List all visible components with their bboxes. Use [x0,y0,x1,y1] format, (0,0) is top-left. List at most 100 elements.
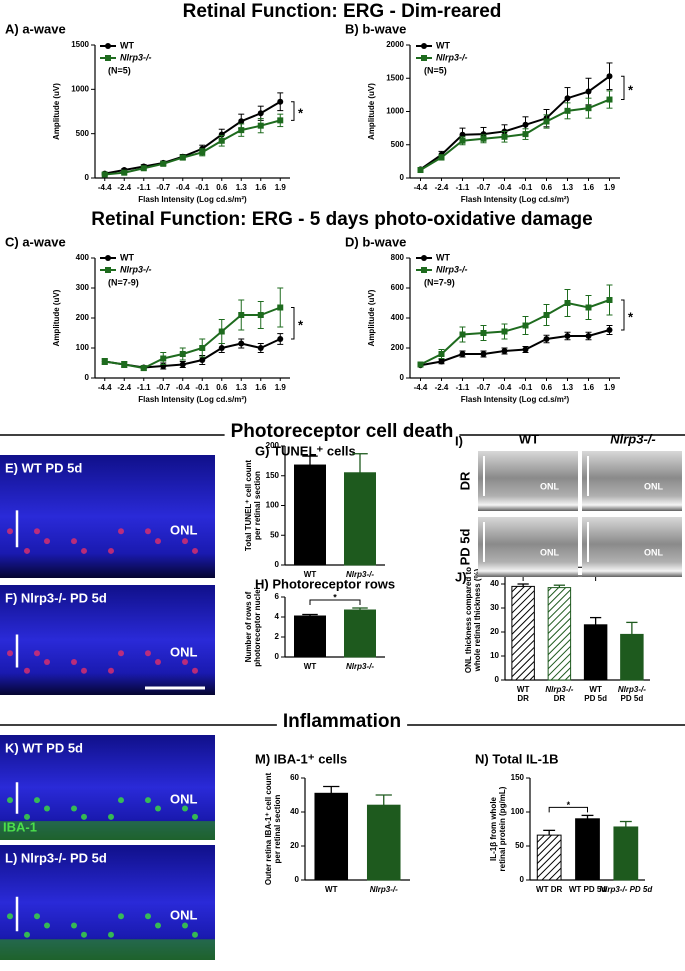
oct-image [582,451,682,511]
stain-spot [155,659,161,665]
data-point [606,73,613,80]
layer-label: ONL [644,547,664,557]
micrograph [0,455,215,578]
stain-label: IBA-1 [3,819,37,834]
x-tick-label: 1.6 [583,183,595,192]
sample-size-note: (N=5) [424,65,447,75]
data-point [277,98,284,105]
x-tick-label: 0.6 [541,383,553,392]
stain-spot [71,659,77,665]
stain-spot [71,538,77,545]
x-tick-label: 1.3 [562,383,574,392]
series-line [419,75,611,171]
data-point [179,351,186,357]
data-point [606,96,613,103]
x-tick-label: 1.9 [275,183,287,192]
data-point [199,345,206,351]
data-point [522,346,529,353]
significance-mark: * [333,592,337,602]
layer-label: ONL [170,645,198,660]
x-tick-label: 1.3 [562,183,574,192]
x-tick-label: -1.1 [137,383,151,392]
significance-bracket [621,75,625,101]
y-tick-label: 10 [490,651,499,660]
x-tick-label: Nlrp3-/- [545,685,573,694]
stain-spot [192,931,198,938]
data-point [218,137,225,144]
x-tick-label: -4.4 [98,383,112,392]
legend-marker [421,43,427,49]
data-point [238,118,245,125]
x-tick-label: -0.1 [519,383,533,392]
data-point [238,312,245,318]
data-point [564,333,571,339]
data-point [160,355,167,362]
stain-spot [192,813,198,820]
bar [575,818,600,881]
x-axis-label: Flash Intensity (Log cd.s/m²) [138,195,247,204]
y-tick-label: 40 [490,579,499,588]
bar [620,633,644,681]
sample-size-note: (N=5) [108,65,131,75]
layer-label: ONL [540,547,560,557]
y-tick-label: 1500 [71,40,89,49]
data-point [585,333,592,339]
stain-spot [7,913,13,920]
significance-bracket [291,307,295,340]
data-point [140,165,147,172]
data-point [438,351,445,357]
y-tick-label: 100 [76,343,90,352]
data-point [257,122,264,129]
data-point [522,131,529,138]
y-tick-label: 600 [391,283,405,292]
data-point [218,345,225,351]
data-point [501,133,508,140]
legend-label: Nlrp3-/- [436,52,468,62]
x-tick-label: 1.6 [255,183,267,192]
panel-title: M) IBA-1⁺ cells [255,751,347,766]
x-tick-label: 1.6 [583,383,595,392]
data-point [238,340,245,347]
legend-label: WT [120,252,134,262]
x-tick-label: -2.4 [435,383,449,392]
x-tick-label: 1.3 [236,383,248,392]
y-tick-label: 30 [490,603,499,612]
significance-mark: * [298,318,304,333]
data-point [257,312,264,318]
stain-spot [108,547,114,554]
x-tick-label: -0.1 [519,183,533,192]
y-tick-label: 1000 [386,107,404,116]
y-tick-label: 20 [490,627,499,636]
y-tick-label: 40 [290,807,299,816]
y-axis-label: per retinal section [253,471,262,540]
layer-label: ONL [540,481,560,491]
y-tick-label: 2000 [386,40,404,49]
data-point [417,361,424,368]
x-tick-label: -0.4 [176,183,190,192]
x-tick-label: WT [304,662,317,671]
bar [294,615,326,658]
bar [344,472,376,566]
significance-bracket [621,299,625,331]
x-tick-label: 1.9 [275,383,287,392]
x-tick-label: WT [304,570,317,579]
significance-mark: * [628,309,634,324]
y-axis-label: Total TUNEL⁺ cell count [244,460,253,552]
data-point [480,131,487,138]
legend-marker [421,55,427,61]
stain-spot [44,922,50,929]
stain-spot [7,797,13,804]
bar [613,826,639,881]
x-tick-label: -2.4 [117,383,131,392]
y-axis-label: per retinal section [273,794,282,863]
y-tick-label: 200 [391,343,405,352]
data-point [257,110,264,117]
data-point [179,361,186,368]
section-heading: Photoreceptor cell death [231,421,454,442]
x-tick-label: PD 5d [584,694,607,703]
data-point [564,300,571,306]
stain-spot [34,650,40,657]
x-tick-label: -2.4 [117,183,131,192]
row-label: PD 5d [457,529,472,566]
sample-size-note: (N=7-9) [424,277,455,287]
